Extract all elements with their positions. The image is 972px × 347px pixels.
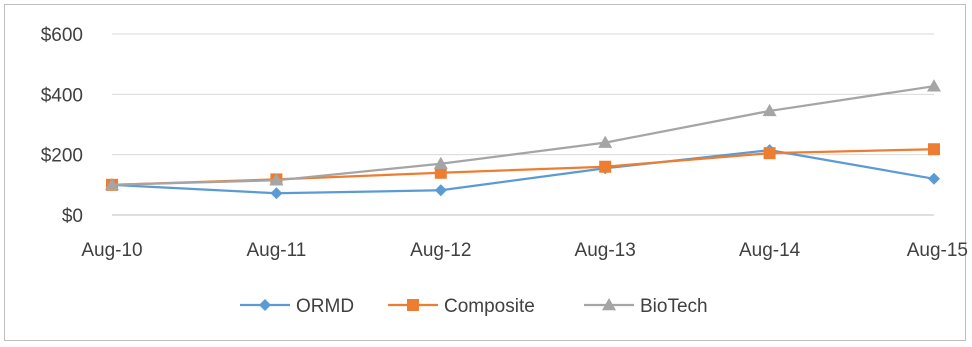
data-point-biotech <box>433 156 448 169</box>
data-point-biotech <box>105 177 119 191</box>
legend-item-composite: Composite <box>388 296 535 317</box>
chart-frame <box>4 4 966 341</box>
data-point-biotech <box>762 103 777 117</box>
x-tick-label: Aug-11 <box>246 240 306 261</box>
data-point-ormd <box>270 187 283 200</box>
data-point-composite <box>434 166 447 179</box>
data-point-composite <box>763 147 776 160</box>
x-tick-label: Aug-12 <box>410 240 471 261</box>
data-point-biotech <box>598 135 613 148</box>
data-point-ormd <box>928 172 940 185</box>
legend-item-ormd: ORMD <box>240 296 354 317</box>
x-axis-tick-labels: Aug-10 Aug-11 Aug-12 Aug-13 Aug-14 Aug-15 <box>81 240 968 261</box>
legend-swatch-marker <box>407 299 419 311</box>
series-composite <box>106 143 940 191</box>
data-point-biotech <box>269 173 284 186</box>
legend-label: Composite <box>444 296 535 317</box>
data-point-composite <box>599 160 612 173</box>
y-tick-label: $400 <box>41 85 83 106</box>
series-group <box>105 79 941 200</box>
x-tick-label: Aug-10 <box>81 240 142 261</box>
legend-label: ORMD <box>296 296 354 317</box>
y-axis-tick-labels: $0 $200 $400 $600 <box>41 25 83 227</box>
legend: ORMD Composite BioTech <box>240 296 708 317</box>
legend-label: BioTech <box>640 296 708 317</box>
data-point-biotech <box>927 79 941 92</box>
x-tick-label: Aug-14 <box>739 240 801 261</box>
gridlines <box>112 33 934 156</box>
legend-item-biotech: BioTech <box>584 296 708 317</box>
series-line-biotech <box>111 85 935 186</box>
x-tick-label: Aug-13 <box>575 240 636 261</box>
legend-swatch-marker <box>602 298 616 311</box>
y-tick-label: $0 <box>62 206 83 227</box>
data-point-ormd <box>434 184 447 197</box>
data-point-composite <box>928 143 940 156</box>
series-biotech <box>105 79 941 191</box>
y-tick-label: $600 <box>41 25 83 46</box>
x-tick-label: Aug-15 <box>907 240 968 261</box>
legend-swatch-marker <box>259 299 271 311</box>
series-line-ormd <box>111 149 935 195</box>
y-tick-label: $200 <box>41 146 83 167</box>
